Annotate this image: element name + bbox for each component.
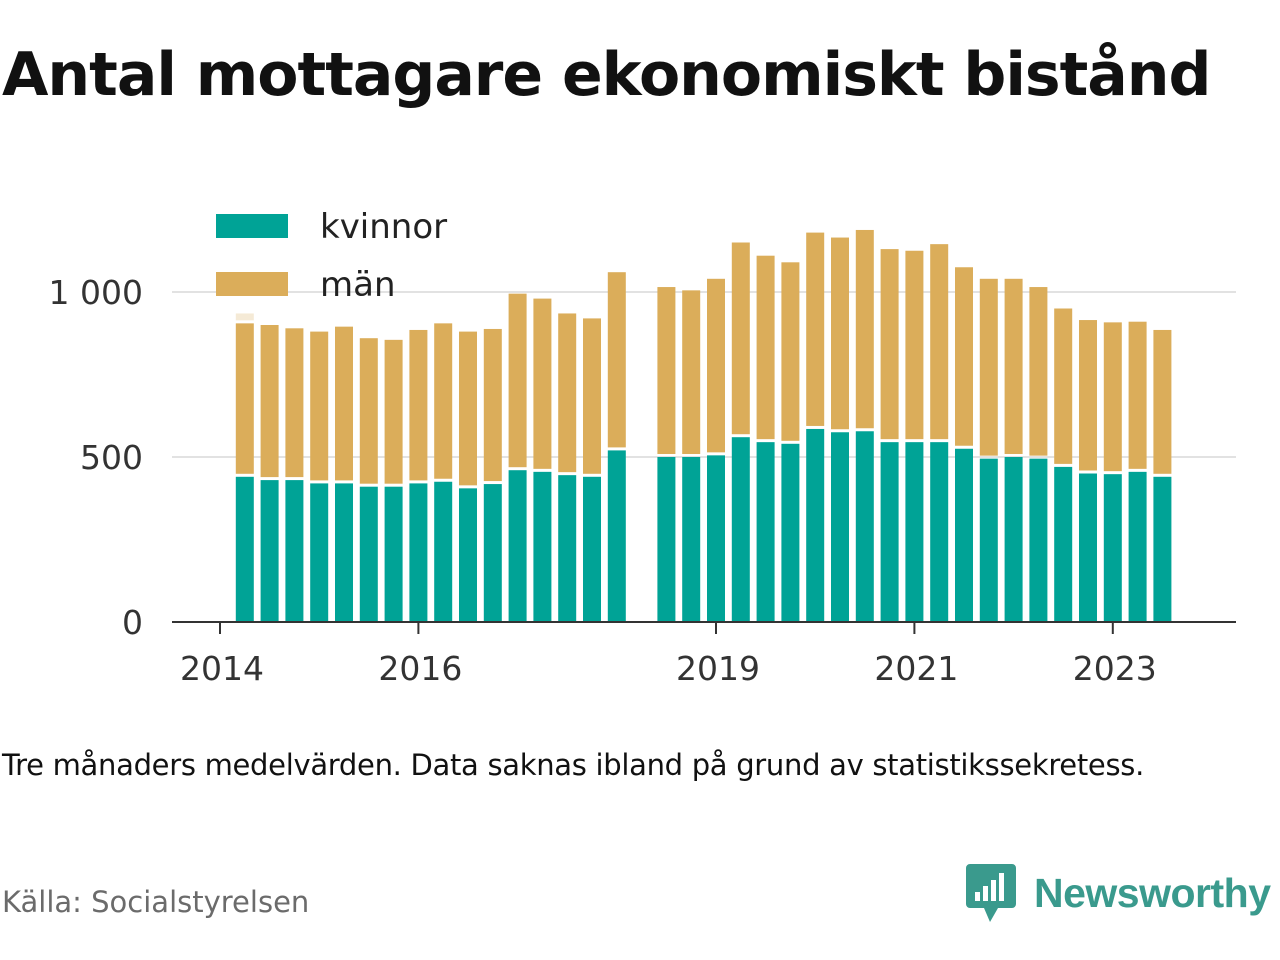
bar-kvinnor <box>359 486 378 622</box>
bar-man <box>1128 321 1147 469</box>
bar-man <box>1079 320 1097 471</box>
bar-man <box>384 339 403 484</box>
logo-text: Newsworthy <box>1034 869 1271 916</box>
bar-man <box>459 331 477 486</box>
bar-partial <box>235 313 254 321</box>
bar-man <box>756 255 775 440</box>
bar-kvinnor <box>756 442 775 622</box>
newsworthy-logo-icon <box>966 864 1016 922</box>
y-tick-label: 1 000 <box>49 273 143 312</box>
stacked-bar-chart: 0 500 1 000 2014 2016 2019 2021 2023 kvinnor mä… <box>49 207 1236 688</box>
y-tick-label: 0 <box>122 603 143 642</box>
bar-kvinnor <box>409 483 428 622</box>
bars <box>235 229 1172 622</box>
bar-man <box>781 262 800 441</box>
bar-kvinnor <box>483 484 502 622</box>
bar-man <box>1029 287 1048 456</box>
bar-man <box>359 338 378 484</box>
newsworthy-logo[interactable]: Newsworthy <box>966 864 1271 922</box>
bar-kvinnor <box>607 450 626 622</box>
bar-kvinnor <box>1029 458 1048 622</box>
bar-kvinnor <box>459 488 477 622</box>
bar-kvinnor <box>583 476 601 622</box>
bar-man <box>409 329 428 481</box>
chart-title: Antal mottagare ekonomiskt bistånd <box>2 40 1211 110</box>
legend-label: män <box>320 265 396 305</box>
legend-swatch <box>216 272 288 296</box>
bar-man <box>1153 329 1172 474</box>
bar-kvinnor <box>930 442 949 622</box>
bar-man <box>880 249 899 440</box>
x-tick-label: 2019 <box>676 649 760 688</box>
chart-note: Tre månaders medelvärden. Data saknas ib… <box>2 748 1144 782</box>
bar-man <box>831 237 849 430</box>
bar-man <box>533 298 552 469</box>
bar-kvinnor <box>335 483 353 622</box>
bar-kvinnor <box>1103 474 1122 622</box>
bar-kvinnor <box>434 481 453 622</box>
bar-kvinnor <box>682 457 701 622</box>
bar-man <box>657 287 676 454</box>
bar-man <box>731 242 750 435</box>
bar-kvinnor <box>1153 476 1172 622</box>
bar-man <box>905 250 924 440</box>
x-tick-label: 2023 <box>1073 649 1157 688</box>
bar-man <box>1004 278 1023 454</box>
bar-man <box>335 326 353 481</box>
bar-kvinnor <box>831 432 849 622</box>
bar-kvinnor <box>533 471 552 622</box>
grid-lines <box>172 291 1236 458</box>
y-tick-label: 500 <box>80 438 143 477</box>
bar-kvinnor <box>955 448 973 622</box>
source-text: Källa: Socialstyrelsen <box>2 885 310 919</box>
x-tick-label: 2014 <box>180 649 264 688</box>
x-tick-label: 2016 <box>378 649 462 688</box>
bar-man <box>979 278 998 456</box>
bar-man <box>260 325 279 478</box>
bar-kvinnor <box>384 486 403 622</box>
bar-man <box>434 323 453 479</box>
bar-man <box>607 272 626 448</box>
legend-swatch <box>216 214 288 238</box>
bar-kvinnor <box>508 470 527 622</box>
bar-kvinnor <box>880 442 899 622</box>
bar-kvinnor <box>731 437 750 622</box>
bar-kvinnor <box>285 480 304 622</box>
bar-kvinnor <box>905 442 924 622</box>
bar-kvinnor <box>1128 471 1147 622</box>
bar-kvinnor <box>235 476 254 622</box>
bar-man <box>682 290 701 454</box>
bar-man <box>310 331 329 481</box>
bar-kvinnor <box>260 480 279 622</box>
bar-man <box>955 267 973 446</box>
bar-man <box>483 328 502 482</box>
bar-kvinnor <box>781 443 800 622</box>
bar-man <box>285 328 304 478</box>
bar-man <box>855 229 874 429</box>
bar-man <box>558 313 577 473</box>
bar-man <box>930 244 949 440</box>
bar-kvinnor <box>806 428 825 622</box>
bar-man <box>508 293 527 468</box>
bar-kvinnor <box>1004 457 1023 622</box>
bar-kvinnor <box>558 475 577 622</box>
bar-man <box>806 232 825 426</box>
bar-man <box>583 318 601 474</box>
bar-man <box>235 323 254 474</box>
x-axis-ticks: 2014 2016 2019 2021 2023 <box>180 622 1157 688</box>
bar-kvinnor <box>310 483 329 622</box>
y-axis-ticks: 0 500 1 000 <box>49 273 143 642</box>
bar-kvinnor <box>1079 473 1097 622</box>
legend: kvinnor män <box>216 207 447 305</box>
bar-kvinnor <box>707 455 725 622</box>
bar-kvinnor <box>855 431 874 622</box>
bar-kvinnor <box>1054 466 1073 622</box>
x-tick-label: 2021 <box>874 649 958 688</box>
bar-kvinnor <box>657 457 676 622</box>
bar-kvinnor <box>979 458 998 622</box>
bar-man <box>1103 322 1122 472</box>
bar-man <box>707 278 725 453</box>
legend-label: kvinnor <box>320 207 447 247</box>
bar-man <box>1054 308 1073 464</box>
